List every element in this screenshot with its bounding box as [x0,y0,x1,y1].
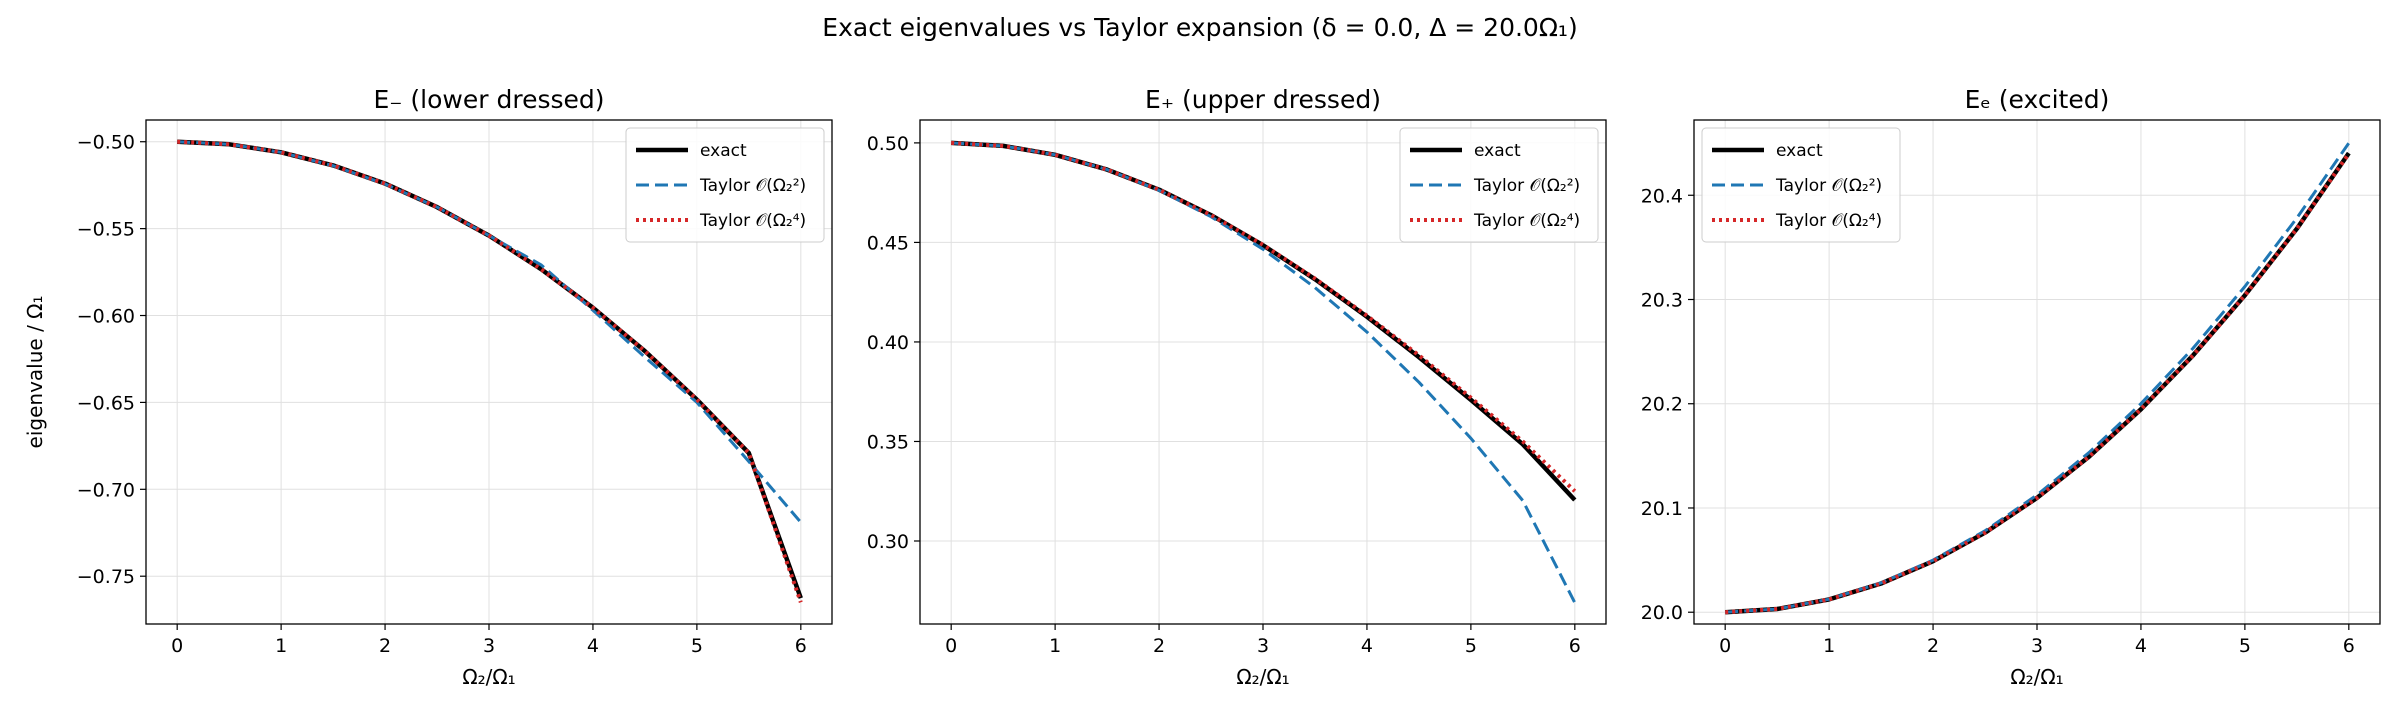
x-tick-label: 1 [275,635,287,657]
panel-1: 0 1 2 3 4 5 6 0.50 0.45 0.40 0.35 0.30 E₊ (upper dre… [867,85,1607,689]
series-line-1 [951,141,1577,604]
legend-label: Taylor 𝒪(Ω₂⁴) [699,211,806,231]
y-tick-label: 20.3 [1641,290,1683,312]
panel-0: 0 1 2 3 4 5 6 −0.50 −0.55 −0.60 −0.65 −0.70 −0.75 E₋ … [23,85,833,689]
y-tick-label: −0.65 [77,392,135,414]
x-axis-label: Ω₂/Ω₁ [1236,665,1289,689]
x-tick-label: 4 [587,635,599,657]
y-tick-label: −0.55 [77,219,135,241]
x-tick-label: 3 [1257,635,1269,657]
legend-label: Taylor 𝒪(Ω₂⁴) [1775,211,1882,231]
x-tick-label: 1 [1823,635,1835,657]
series-line-1 [1725,142,2351,614]
y-tick-label: −0.75 [77,566,135,588]
x-tick-label: 4 [1361,635,1373,657]
legend: exact Taylor 𝒪(Ω₂²) Taylor 𝒪(Ω₂⁴) [625,127,825,243]
x-tick-label: 4 [2135,635,2147,657]
y-tick-label: 20.1 [1641,498,1683,520]
x-tick-label: 0 [945,635,957,657]
y-tick-label: 20.2 [1641,394,1683,416]
y-tick-label: 20.4 [1641,185,1683,207]
legend: exact Taylor 𝒪(Ω₂²) Taylor 𝒪(Ω₂⁴) [1701,127,1901,243]
y-tick-label: 0.35 [867,431,909,453]
x-tick-label: 1 [1049,635,1061,657]
x-tick-label: 5 [1465,635,1477,657]
legend-label: exact [700,141,747,161]
y-tick-label: −0.70 [77,479,135,501]
x-axis-label: Ω₂/Ω₁ [2010,665,2063,689]
series-line-2 [1725,152,2351,615]
x-tick-label: 6 [795,635,807,657]
panels: 0 1 2 3 4 5 6 −0.50 −0.55 −0.60 −0.65 −0.70 −0.75 E₋ … [23,85,2381,689]
y-tick-label: 0.30 [867,531,909,553]
x-tick-label: 2 [1153,635,1165,657]
legend-label: Taylor 𝒪(Ω₂⁴) [1473,211,1580,231]
x-tick-label: 2 [1927,635,1939,657]
series-line-2 [177,139,803,603]
legend-label: Taylor 𝒪(Ω₂²) [1473,176,1580,196]
x-tick-label: 6 [1569,635,1581,657]
x-tick-label: 2 [379,635,391,657]
panel-title: E₊ (upper dressed) [1145,85,1381,114]
legend-box [1701,127,1901,243]
x-tick-label: 5 [2239,635,2251,657]
x-tick-label: 6 [2343,635,2355,657]
x-tick-label: 3 [483,635,495,657]
x-tick-label: 5 [691,635,703,657]
legend-label: Taylor 𝒪(Ω₂²) [1775,176,1882,196]
x-tick-label: 0 [171,635,183,657]
y-tick-label: −0.50 [77,132,135,154]
legend-label: exact [1474,141,1521,161]
x-tick-label: 3 [2031,635,2043,657]
legend-label: Taylor 𝒪(Ω₂²) [699,176,806,196]
panel-title: Eₑ (excited) [1965,85,2110,114]
y-tick-label: 0.45 [867,232,909,254]
y-tick-label: 20.0 [1641,602,1683,624]
y-tick-label: 0.40 [867,332,909,354]
legend-label: exact [1776,141,1823,161]
y-tick-label: −0.60 [77,306,135,328]
legend-box [1399,127,1599,243]
figure-suptitle: Exact eigenvalues vs Taylor expansion (δ… [822,13,1577,42]
series-line-2 [951,140,1577,493]
y-tick-label: 0.50 [867,133,909,155]
y-axis-label: eigenvalue / Ω₁ [23,296,47,449]
x-axis-label: Ω₂/Ω₁ [462,665,515,689]
panel-title: E₋ (lower dressed) [373,85,604,114]
legend-box [625,127,825,243]
legend: exact Taylor 𝒪(Ω₂²) Taylor 𝒪(Ω₂⁴) [1399,127,1599,243]
panel-2: 0 1 2 3 4 5 6 20.0 20.1 20.2 20.3 20.4 Eₑ (excited) Ω… [1641,85,2381,689]
x-tick-label: 0 [1719,635,1731,657]
